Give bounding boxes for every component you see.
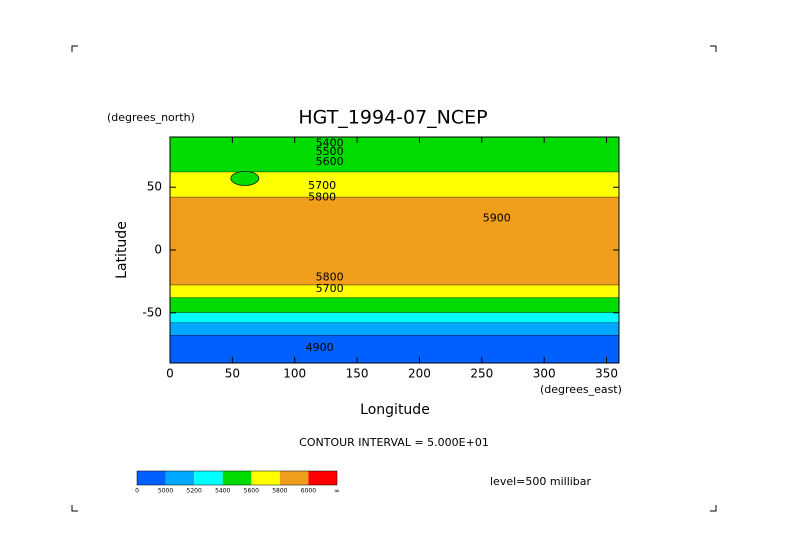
contour-label: 5400 xyxy=(316,136,344,149)
colorbar-label: 5800 xyxy=(272,488,287,495)
contour-label: 5800 xyxy=(308,190,336,203)
level-note: level=500 millibar xyxy=(490,475,592,488)
colorbar-label: 6000 xyxy=(301,488,316,495)
y-axis-label: Latitude xyxy=(114,221,130,279)
colorbar-swatch xyxy=(222,471,252,485)
x-tick-label: 150 xyxy=(346,367,369,381)
x-tick-label: 50 xyxy=(225,367,240,381)
y-tick-label: 50 xyxy=(147,180,162,194)
x-axis-label: Longitude xyxy=(360,402,430,418)
contour-label: 5700 xyxy=(308,179,336,192)
page-corner xyxy=(71,45,717,512)
colorbar-swatch xyxy=(194,471,223,485)
filled-band xyxy=(170,312,619,323)
x-tick-label: 300 xyxy=(533,367,556,381)
colorbar-label: 5400 xyxy=(215,488,230,495)
filled-band xyxy=(170,335,619,363)
filled-band xyxy=(170,322,619,336)
y-tick-label: 0 xyxy=(154,243,162,257)
colorbar-label: ∞ xyxy=(334,487,340,495)
colorbar-frame xyxy=(136,470,338,486)
contour-label: 4900 xyxy=(306,341,334,354)
colorbar-label: 0 xyxy=(135,488,139,495)
chart-title: HGT_1994-07_NCEP xyxy=(298,107,487,129)
colorbar-swatch xyxy=(279,471,309,485)
colorbar-swatch xyxy=(137,471,166,485)
colorbar-swatch xyxy=(251,471,280,485)
x-tick-label: 350 xyxy=(595,367,618,381)
filled-blob xyxy=(230,171,260,186)
contour-label: 5500 xyxy=(316,145,344,158)
contour-label: 5900 xyxy=(483,212,511,225)
filled-band xyxy=(170,137,619,173)
colorbar-swatch xyxy=(165,471,195,485)
filled-band xyxy=(170,297,619,313)
contour-label: 5700 xyxy=(316,282,344,295)
contour-interval: CONTOUR INTERVAL = 5.000E+01 xyxy=(299,436,489,449)
x-units: (degrees_east) xyxy=(540,383,622,396)
y-tick-label: -50 xyxy=(142,305,162,319)
colorbar-label: 5600 xyxy=(244,488,259,495)
colorbar-label: 5000 xyxy=(158,488,173,495)
contour-label: 5800 xyxy=(316,271,344,284)
x-tick-label: 250 xyxy=(470,367,493,381)
x-tick-label: 0 xyxy=(166,367,174,381)
x-tick-label: 200 xyxy=(408,367,431,381)
colorbar-label: 5200 xyxy=(187,488,202,495)
filled-band xyxy=(170,197,619,286)
contour-label: 5600 xyxy=(316,155,344,168)
filled-band xyxy=(170,285,619,298)
colorbar-swatch xyxy=(308,471,337,485)
y-units: (degrees_north) xyxy=(107,111,195,124)
x-tick-label: 100 xyxy=(283,367,306,381)
